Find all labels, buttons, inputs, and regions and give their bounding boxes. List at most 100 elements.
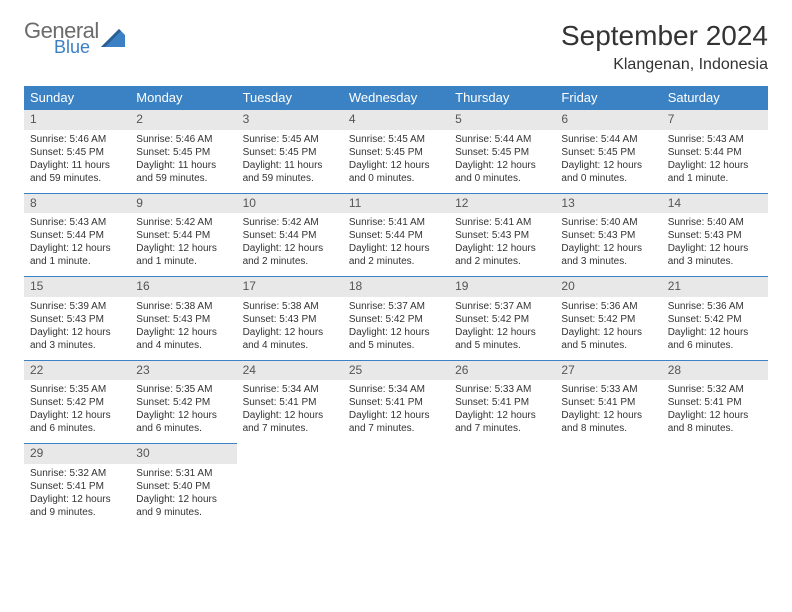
calendar-day: 5Sunrise: 5:44 AMSunset: 5:45 PMDaylight… bbox=[449, 109, 555, 193]
daylight-text: Daylight: 11 hours and 59 minutes. bbox=[136, 159, 230, 185]
day-content: Sunrise: 5:36 AMSunset: 5:42 PMDaylight:… bbox=[662, 297, 768, 360]
day-number: 18 bbox=[343, 277, 449, 297]
daylight-text: Daylight: 12 hours and 8 minutes. bbox=[668, 409, 762, 435]
sunrise-text: Sunrise: 5:41 AM bbox=[349, 216, 443, 229]
day-content: Sunrise: 5:37 AMSunset: 5:42 PMDaylight:… bbox=[449, 297, 555, 360]
day-number: 3 bbox=[237, 110, 343, 130]
day-number: 4 bbox=[343, 110, 449, 130]
sunrise-text: Sunrise: 5:41 AM bbox=[455, 216, 549, 229]
day-number: 23 bbox=[130, 361, 236, 381]
day-number: 11 bbox=[343, 194, 449, 214]
sunrise-text: Sunrise: 5:35 AM bbox=[136, 383, 230, 396]
daylight-text: Daylight: 12 hours and 6 minutes. bbox=[136, 409, 230, 435]
calendar-day: 19Sunrise: 5:37 AMSunset: 5:42 PMDayligh… bbox=[449, 276, 555, 360]
sunrise-text: Sunrise: 5:32 AM bbox=[30, 467, 124, 480]
logo-blue: Blue bbox=[54, 38, 99, 56]
day-header: Monday bbox=[130, 86, 236, 109]
sunset-text: Sunset: 5:44 PM bbox=[30, 229, 124, 242]
calendar-day: 3Sunrise: 5:45 AMSunset: 5:45 PMDaylight… bbox=[237, 109, 343, 193]
day-number: 17 bbox=[237, 277, 343, 297]
calendar-day: 4Sunrise: 5:45 AMSunset: 5:45 PMDaylight… bbox=[343, 109, 449, 193]
calendar-day: 22Sunrise: 5:35 AMSunset: 5:42 PMDayligh… bbox=[24, 360, 130, 444]
day-content: Sunrise: 5:36 AMSunset: 5:42 PMDaylight:… bbox=[555, 297, 661, 360]
header: General Blue September 2024 Klangenan, I… bbox=[24, 20, 768, 74]
calendar-day: 12Sunrise: 5:41 AMSunset: 5:43 PMDayligh… bbox=[449, 193, 555, 277]
day-content: Sunrise: 5:46 AMSunset: 5:45 PMDaylight:… bbox=[130, 130, 236, 193]
daylight-text: Daylight: 12 hours and 0 minutes. bbox=[455, 159, 549, 185]
day-number: 7 bbox=[662, 110, 768, 130]
sunset-text: Sunset: 5:45 PM bbox=[30, 146, 124, 159]
sunset-text: Sunset: 5:40 PM bbox=[136, 480, 230, 493]
calendar-day: 24Sunrise: 5:34 AMSunset: 5:41 PMDayligh… bbox=[237, 360, 343, 444]
calendar-day: 17Sunrise: 5:38 AMSunset: 5:43 PMDayligh… bbox=[237, 276, 343, 360]
sunrise-text: Sunrise: 5:40 AM bbox=[668, 216, 762, 229]
sunset-text: Sunset: 5:43 PM bbox=[561, 229, 655, 242]
day-number: 8 bbox=[24, 194, 130, 214]
daylight-text: Daylight: 12 hours and 5 minutes. bbox=[455, 326, 549, 352]
daylight-text: Daylight: 12 hours and 1 minute. bbox=[30, 242, 124, 268]
day-content: Sunrise: 5:43 AMSunset: 5:44 PMDaylight:… bbox=[662, 130, 768, 193]
daylight-text: Daylight: 12 hours and 3 minutes. bbox=[561, 242, 655, 268]
calendar-week: 8Sunrise: 5:43 AMSunset: 5:44 PMDaylight… bbox=[24, 193, 768, 277]
calendar-day: 14Sunrise: 5:40 AMSunset: 5:43 PMDayligh… bbox=[662, 193, 768, 277]
day-number: 1 bbox=[24, 110, 130, 130]
day-content: Sunrise: 5:41 AMSunset: 5:44 PMDaylight:… bbox=[343, 213, 449, 276]
day-header: Sunday bbox=[24, 86, 130, 109]
daylight-text: Daylight: 12 hours and 4 minutes. bbox=[136, 326, 230, 352]
sunrise-text: Sunrise: 5:43 AM bbox=[30, 216, 124, 229]
calendar-week: 1Sunrise: 5:46 AMSunset: 5:45 PMDaylight… bbox=[24, 109, 768, 193]
sunset-text: Sunset: 5:42 PM bbox=[668, 313, 762, 326]
day-header: Thursday bbox=[449, 86, 555, 109]
sunset-text: Sunset: 5:42 PM bbox=[455, 313, 549, 326]
day-header-row: SundayMondayTuesdayWednesdayThursdayFrid… bbox=[24, 86, 768, 109]
calendar-day: 6Sunrise: 5:44 AMSunset: 5:45 PMDaylight… bbox=[555, 109, 661, 193]
sunrise-text: Sunrise: 5:45 AM bbox=[243, 133, 337, 146]
day-content: Sunrise: 5:33 AMSunset: 5:41 PMDaylight:… bbox=[555, 380, 661, 443]
sunrise-text: Sunrise: 5:38 AM bbox=[243, 300, 337, 313]
day-number: 12 bbox=[449, 194, 555, 214]
sunrise-text: Sunrise: 5:35 AM bbox=[30, 383, 124, 396]
daylight-text: Daylight: 12 hours and 1 minute. bbox=[136, 242, 230, 268]
daylight-text: Daylight: 11 hours and 59 minutes. bbox=[243, 159, 337, 185]
sunrise-text: Sunrise: 5:33 AM bbox=[455, 383, 549, 396]
day-content: Sunrise: 5:45 AMSunset: 5:45 PMDaylight:… bbox=[237, 130, 343, 193]
day-content: Sunrise: 5:38 AMSunset: 5:43 PMDaylight:… bbox=[237, 297, 343, 360]
sunset-text: Sunset: 5:41 PM bbox=[243, 396, 337, 409]
daylight-text: Daylight: 12 hours and 4 minutes. bbox=[243, 326, 337, 352]
sunrise-text: Sunrise: 5:36 AM bbox=[561, 300, 655, 313]
sunrise-text: Sunrise: 5:37 AM bbox=[455, 300, 549, 313]
day-number: 15 bbox=[24, 277, 130, 297]
day-number: 5 bbox=[449, 110, 555, 130]
sunset-text: Sunset: 5:45 PM bbox=[455, 146, 549, 159]
day-content: Sunrise: 5:32 AMSunset: 5:41 PMDaylight:… bbox=[662, 380, 768, 443]
day-number: 21 bbox=[662, 277, 768, 297]
day-number: 9 bbox=[130, 194, 236, 214]
day-content: Sunrise: 5:38 AMSunset: 5:43 PMDaylight:… bbox=[130, 297, 236, 360]
day-number: 13 bbox=[555, 194, 661, 214]
calendar-day: 28Sunrise: 5:32 AMSunset: 5:41 PMDayligh… bbox=[662, 360, 768, 444]
daylight-text: Daylight: 12 hours and 0 minutes. bbox=[561, 159, 655, 185]
daylight-text: Daylight: 12 hours and 6 minutes. bbox=[668, 326, 762, 352]
daylight-text: Daylight: 12 hours and 9 minutes. bbox=[30, 493, 124, 519]
logo: General Blue bbox=[24, 20, 125, 56]
day-number: 26 bbox=[449, 361, 555, 381]
day-header: Tuesday bbox=[237, 86, 343, 109]
sunrise-text: Sunrise: 5:44 AM bbox=[561, 133, 655, 146]
calendar-day: 9Sunrise: 5:42 AMSunset: 5:44 PMDaylight… bbox=[130, 193, 236, 277]
day-content: Sunrise: 5:31 AMSunset: 5:40 PMDaylight:… bbox=[130, 464, 236, 527]
logo-text: General Blue bbox=[24, 20, 99, 56]
day-number: 20 bbox=[555, 277, 661, 297]
calendar-day: 21Sunrise: 5:36 AMSunset: 5:42 PMDayligh… bbox=[662, 276, 768, 360]
calendar-body: 1Sunrise: 5:46 AMSunset: 5:45 PMDaylight… bbox=[24, 109, 768, 527]
day-content: Sunrise: 5:44 AMSunset: 5:45 PMDaylight:… bbox=[449, 130, 555, 193]
logo-triangle-icon bbox=[101, 29, 125, 47]
day-number: 30 bbox=[130, 444, 236, 464]
sunrise-text: Sunrise: 5:38 AM bbox=[136, 300, 230, 313]
day-number: 22 bbox=[24, 361, 130, 381]
daylight-text: Daylight: 12 hours and 7 minutes. bbox=[455, 409, 549, 435]
month-title: September 2024 bbox=[561, 20, 768, 52]
calendar-day: 18Sunrise: 5:37 AMSunset: 5:42 PMDayligh… bbox=[343, 276, 449, 360]
calendar-day: 7Sunrise: 5:43 AMSunset: 5:44 PMDaylight… bbox=[662, 109, 768, 193]
day-number: 24 bbox=[237, 361, 343, 381]
sunset-text: Sunset: 5:44 PM bbox=[668, 146, 762, 159]
